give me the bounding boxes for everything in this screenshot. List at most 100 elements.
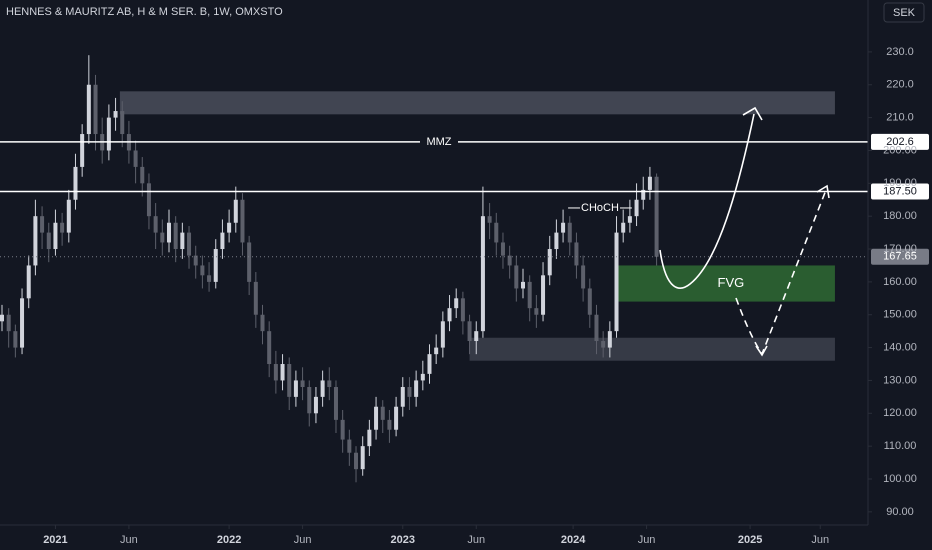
candle-body xyxy=(360,446,365,470)
y-tick-label: 140.00 xyxy=(883,341,917,353)
currency-box[interactable] xyxy=(883,2,925,23)
arrow-head xyxy=(755,345,768,357)
candle-body xyxy=(480,216,485,332)
candle-body xyxy=(140,166,145,184)
y-tick-label: 220.0 xyxy=(886,79,914,91)
candle-body xyxy=(654,176,659,257)
candle-body xyxy=(146,183,151,217)
candle-body xyxy=(280,364,285,381)
candle-body xyxy=(500,242,505,256)
zones: FVG xyxy=(119,91,835,361)
y-tick-label: 200.00 xyxy=(883,144,917,156)
x-tick-label: 2025 xyxy=(738,534,762,546)
y-tick-label: 210.0 xyxy=(886,112,914,124)
candle-body xyxy=(113,111,118,118)
candle-body xyxy=(153,216,158,233)
candle-body xyxy=(247,242,252,282)
price-tag-label: 202.6 xyxy=(886,136,914,148)
candle-body xyxy=(347,439,352,453)
y-tick-label: 110.00 xyxy=(884,440,917,452)
candle-body xyxy=(581,265,586,289)
arrow-head xyxy=(816,184,830,199)
candle-body xyxy=(166,222,171,243)
choch-label: CHoCH xyxy=(581,202,619,214)
candle-body xyxy=(374,406,379,430)
candle-body xyxy=(634,199,639,217)
candle-body xyxy=(427,354,432,374)
candle-body xyxy=(227,222,232,233)
candle-body xyxy=(213,249,218,282)
candle-body xyxy=(307,387,312,414)
candle-body xyxy=(200,265,205,276)
x-tick-label: 2022 xyxy=(217,534,241,546)
x-tick-label: Jun xyxy=(467,534,485,546)
arrow-head xyxy=(742,106,763,121)
candle-body xyxy=(534,308,539,315)
x-tick-label: Jun xyxy=(294,534,312,546)
candle-body xyxy=(514,265,519,289)
candle-body xyxy=(407,387,412,397)
candle-body xyxy=(454,298,459,309)
candle-body xyxy=(40,216,45,233)
candle-body xyxy=(293,380,298,397)
candle-body xyxy=(327,380,332,388)
candle-body xyxy=(367,429,372,447)
currency[interactable]: SEK xyxy=(893,7,916,19)
candle-body xyxy=(26,265,31,299)
candle-body xyxy=(460,298,465,322)
candle-body xyxy=(173,222,178,250)
candle-body xyxy=(273,364,278,381)
candle-body xyxy=(561,222,566,233)
x-tick-label: Jun xyxy=(811,534,829,546)
candle-body xyxy=(220,232,225,250)
candle-body xyxy=(547,249,552,276)
candle-body xyxy=(233,199,238,223)
candle-body xyxy=(601,341,606,348)
y-tick-label: 180.00 xyxy=(883,210,917,222)
zone xyxy=(469,337,835,361)
y-tick-label: 100.00 xyxy=(883,473,917,485)
candle-body xyxy=(340,419,345,440)
level-name: MMZ xyxy=(426,136,451,148)
candle-body xyxy=(93,84,98,135)
x-tick-label: 2021 xyxy=(43,534,67,546)
candle-body xyxy=(587,288,592,315)
candle-body xyxy=(541,275,546,315)
y-tick-label: 130.00 xyxy=(883,374,917,386)
y-tick-label: 160.00 xyxy=(883,276,917,288)
candle-body xyxy=(607,331,612,348)
candle-body xyxy=(447,308,452,322)
candle-body xyxy=(86,84,91,135)
candle-body xyxy=(487,216,492,223)
candles xyxy=(0,55,659,483)
candle-body xyxy=(434,347,439,355)
candle-body xyxy=(567,222,572,243)
candle-body xyxy=(400,387,405,407)
candle-body xyxy=(380,406,385,420)
candle-body xyxy=(554,232,559,250)
y-tick-label: 90.00 xyxy=(886,506,914,518)
x-tick-label: Jun xyxy=(120,534,138,546)
candle-body xyxy=(574,242,579,266)
price-tag-label: 187.50 xyxy=(883,185,917,197)
candle-body xyxy=(267,331,272,365)
price-tag xyxy=(871,133,929,150)
zone-label: FVG xyxy=(718,275,745,290)
y-tick-label: 120.00 xyxy=(883,407,917,419)
candle-body xyxy=(80,134,85,167)
candle-body xyxy=(106,117,111,151)
candle-body xyxy=(333,387,338,420)
candle-body xyxy=(287,364,292,397)
candle-body xyxy=(494,222,499,243)
candle-body xyxy=(354,452,359,470)
x-tick-label: Jun xyxy=(638,534,656,546)
candle-body xyxy=(253,281,258,315)
candle-body xyxy=(387,419,392,430)
candle-body xyxy=(46,232,51,250)
candle-body xyxy=(260,314,265,332)
candle-body xyxy=(614,232,619,332)
candle-body xyxy=(647,176,652,190)
candle-body xyxy=(53,222,58,250)
